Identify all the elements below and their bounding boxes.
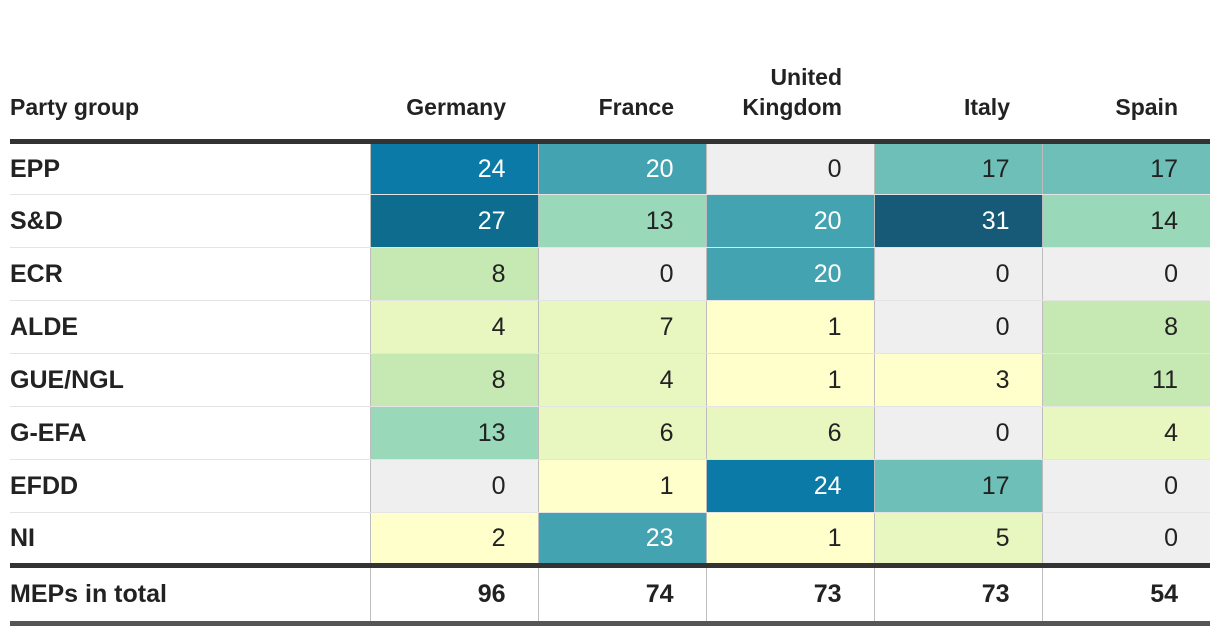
heatmap-cell: 14 <box>1041 194 1210 248</box>
party-label: GUE/NGL <box>10 353 370 407</box>
heatmap-cell: 0 <box>1041 459 1210 513</box>
heatmap-cell: 11 <box>1041 353 1210 407</box>
heatmap-cell: 5 <box>873 512 1042 566</box>
heatmap-cell: 20 <box>705 194 874 248</box>
heatmap-cell: 4 <box>1041 406 1210 460</box>
header-country: Germany <box>370 0 538 144</box>
mep-heatmap-table: Party group Germany France United Kingdo… <box>10 0 1210 626</box>
heatmap-cell: 17 <box>1041 141 1210 195</box>
party-label: S&D <box>10 194 370 248</box>
heatmap-cell: 0 <box>1041 512 1210 566</box>
total-label: MEPs in total <box>10 563 370 626</box>
heatmap-cell: 8 <box>369 353 538 407</box>
party-label: ALDE <box>10 300 370 354</box>
header-country: France <box>538 0 706 144</box>
heatmap-cell: 17 <box>873 459 1042 513</box>
header-country: Spain <box>1042 0 1210 144</box>
heatmap-cell: 0 <box>873 406 1042 460</box>
party-label: ECR <box>10 247 370 301</box>
heatmap-cell: 2 <box>369 512 538 566</box>
totals-row: MEPs in total 96 74 73 73 54 <box>10 563 1210 626</box>
table-row: GUE/NGL 8 4 1 3 11 <box>10 353 1210 407</box>
heatmap-cell: 31 <box>873 194 1042 248</box>
table-body: EPP 24 20 0 17 17 S&D 27 13 20 31 14 ECR 8 0 20 0 0 ALDE 4 7… <box>10 141 1210 566</box>
total-value: 96 <box>369 563 538 626</box>
party-label: NI <box>10 512 370 566</box>
heatmap-cell: 3 <box>873 353 1042 407</box>
heatmap-cell: 0 <box>873 247 1042 301</box>
heatmap-cell: 27 <box>369 194 538 248</box>
heatmap-cell: 4 <box>369 300 538 354</box>
heatmap-cell: 23 <box>537 512 706 566</box>
heatmap-cell: 13 <box>537 194 706 248</box>
table-row: NI 2 23 1 5 0 <box>10 512 1210 566</box>
party-label: G-EFA <box>10 406 370 460</box>
heatmap-cell: 4 <box>537 353 706 407</box>
heatmap-cell: 20 <box>705 247 874 301</box>
heatmap-cell: 17 <box>873 141 1042 195</box>
heatmap-cell: 1 <box>537 459 706 513</box>
heatmap-cell: 8 <box>1041 300 1210 354</box>
party-label: EPP <box>10 141 370 195</box>
heatmap-cell: 8 <box>369 247 538 301</box>
heatmap-cell: 1 <box>705 353 874 407</box>
header-country: Italy <box>874 0 1042 144</box>
heatmap-cell: 1 <box>705 300 874 354</box>
table-row: G-EFA 13 6 6 0 4 <box>10 406 1210 460</box>
table-row: EPP 24 20 0 17 17 <box>10 141 1210 195</box>
table-row: ALDE 4 7 1 0 8 <box>10 300 1210 354</box>
heatmap-cell: 1 <box>705 512 874 566</box>
heatmap-cell: 0 <box>873 300 1042 354</box>
table-row: S&D 27 13 20 31 14 <box>10 194 1210 248</box>
heatmap-cell: 0 <box>705 141 874 195</box>
total-value: 73 <box>705 563 874 626</box>
table-row: ECR 8 0 20 0 0 <box>10 247 1210 301</box>
party-label: EFDD <box>10 459 370 513</box>
heatmap-cell: 0 <box>537 247 706 301</box>
total-value: 74 <box>537 563 706 626</box>
total-value: 54 <box>1041 563 1210 626</box>
heatmap-table-container: Party group Germany France United Kingdo… <box>10 0 1210 626</box>
heatmap-cell: 7 <box>537 300 706 354</box>
heatmap-cell: 0 <box>1041 247 1210 301</box>
total-value: 73 <box>873 563 1042 626</box>
heatmap-cell: 24 <box>369 141 538 195</box>
header-country: United Kingdom <box>706 0 874 144</box>
header-party-group: Party group <box>10 0 370 144</box>
heatmap-cell: 20 <box>537 141 706 195</box>
header-row: Party group Germany France United Kingdo… <box>10 0 1210 144</box>
table-row: EFDD 0 1 24 17 0 <box>10 459 1210 513</box>
heatmap-cell: 13 <box>369 406 538 460</box>
heatmap-cell: 24 <box>705 459 874 513</box>
heatmap-cell: 6 <box>537 406 706 460</box>
heatmap-cell: 6 <box>705 406 874 460</box>
heatmap-cell: 0 <box>369 459 538 513</box>
